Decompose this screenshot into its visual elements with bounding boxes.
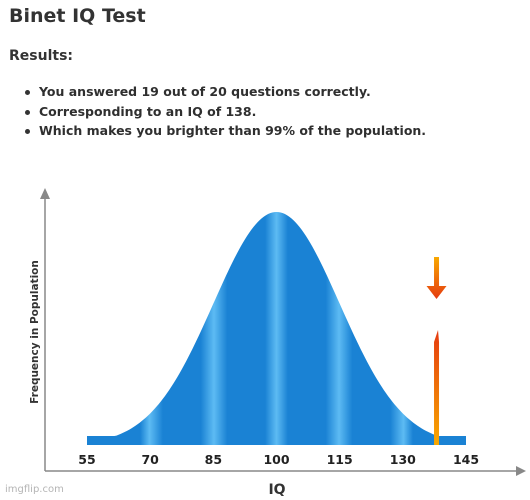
results-heading: Results:: [9, 48, 73, 64]
imgflip-watermark: imgflip.com: [5, 484, 64, 495]
bell-curve-area: [87, 212, 466, 445]
x-axis-arrow-icon: [516, 466, 526, 476]
x-tick-label: 115: [327, 452, 353, 467]
iq-marker-needle: [434, 330, 440, 445]
result-item-iq: Corresponding to an IQ of 138.: [22, 102, 426, 122]
x-tick-label: 55: [78, 452, 95, 467]
result-item-percentile: Which makes you brighter than 99% of the…: [22, 121, 426, 141]
results-list: You answered 19 out of 20 questions corr…: [22, 82, 426, 141]
y-axis-label: Frequency in Population: [29, 260, 41, 404]
page-title: Binet IQ Test: [9, 5, 146, 27]
x-axis-label: IQ: [268, 482, 285, 498]
x-tick-label: 100: [263, 452, 289, 467]
down-arrow-icon: [426, 257, 447, 299]
x-tick-label: 130: [390, 452, 416, 467]
x-tick-label: 145: [453, 452, 479, 467]
y-axis-arrow-icon: [40, 188, 50, 199]
result-item-questions: You answered 19 out of 20 questions corr…: [22, 82, 426, 102]
x-tick-label: 70: [141, 452, 159, 467]
x-tick-label: 85: [205, 452, 222, 467]
